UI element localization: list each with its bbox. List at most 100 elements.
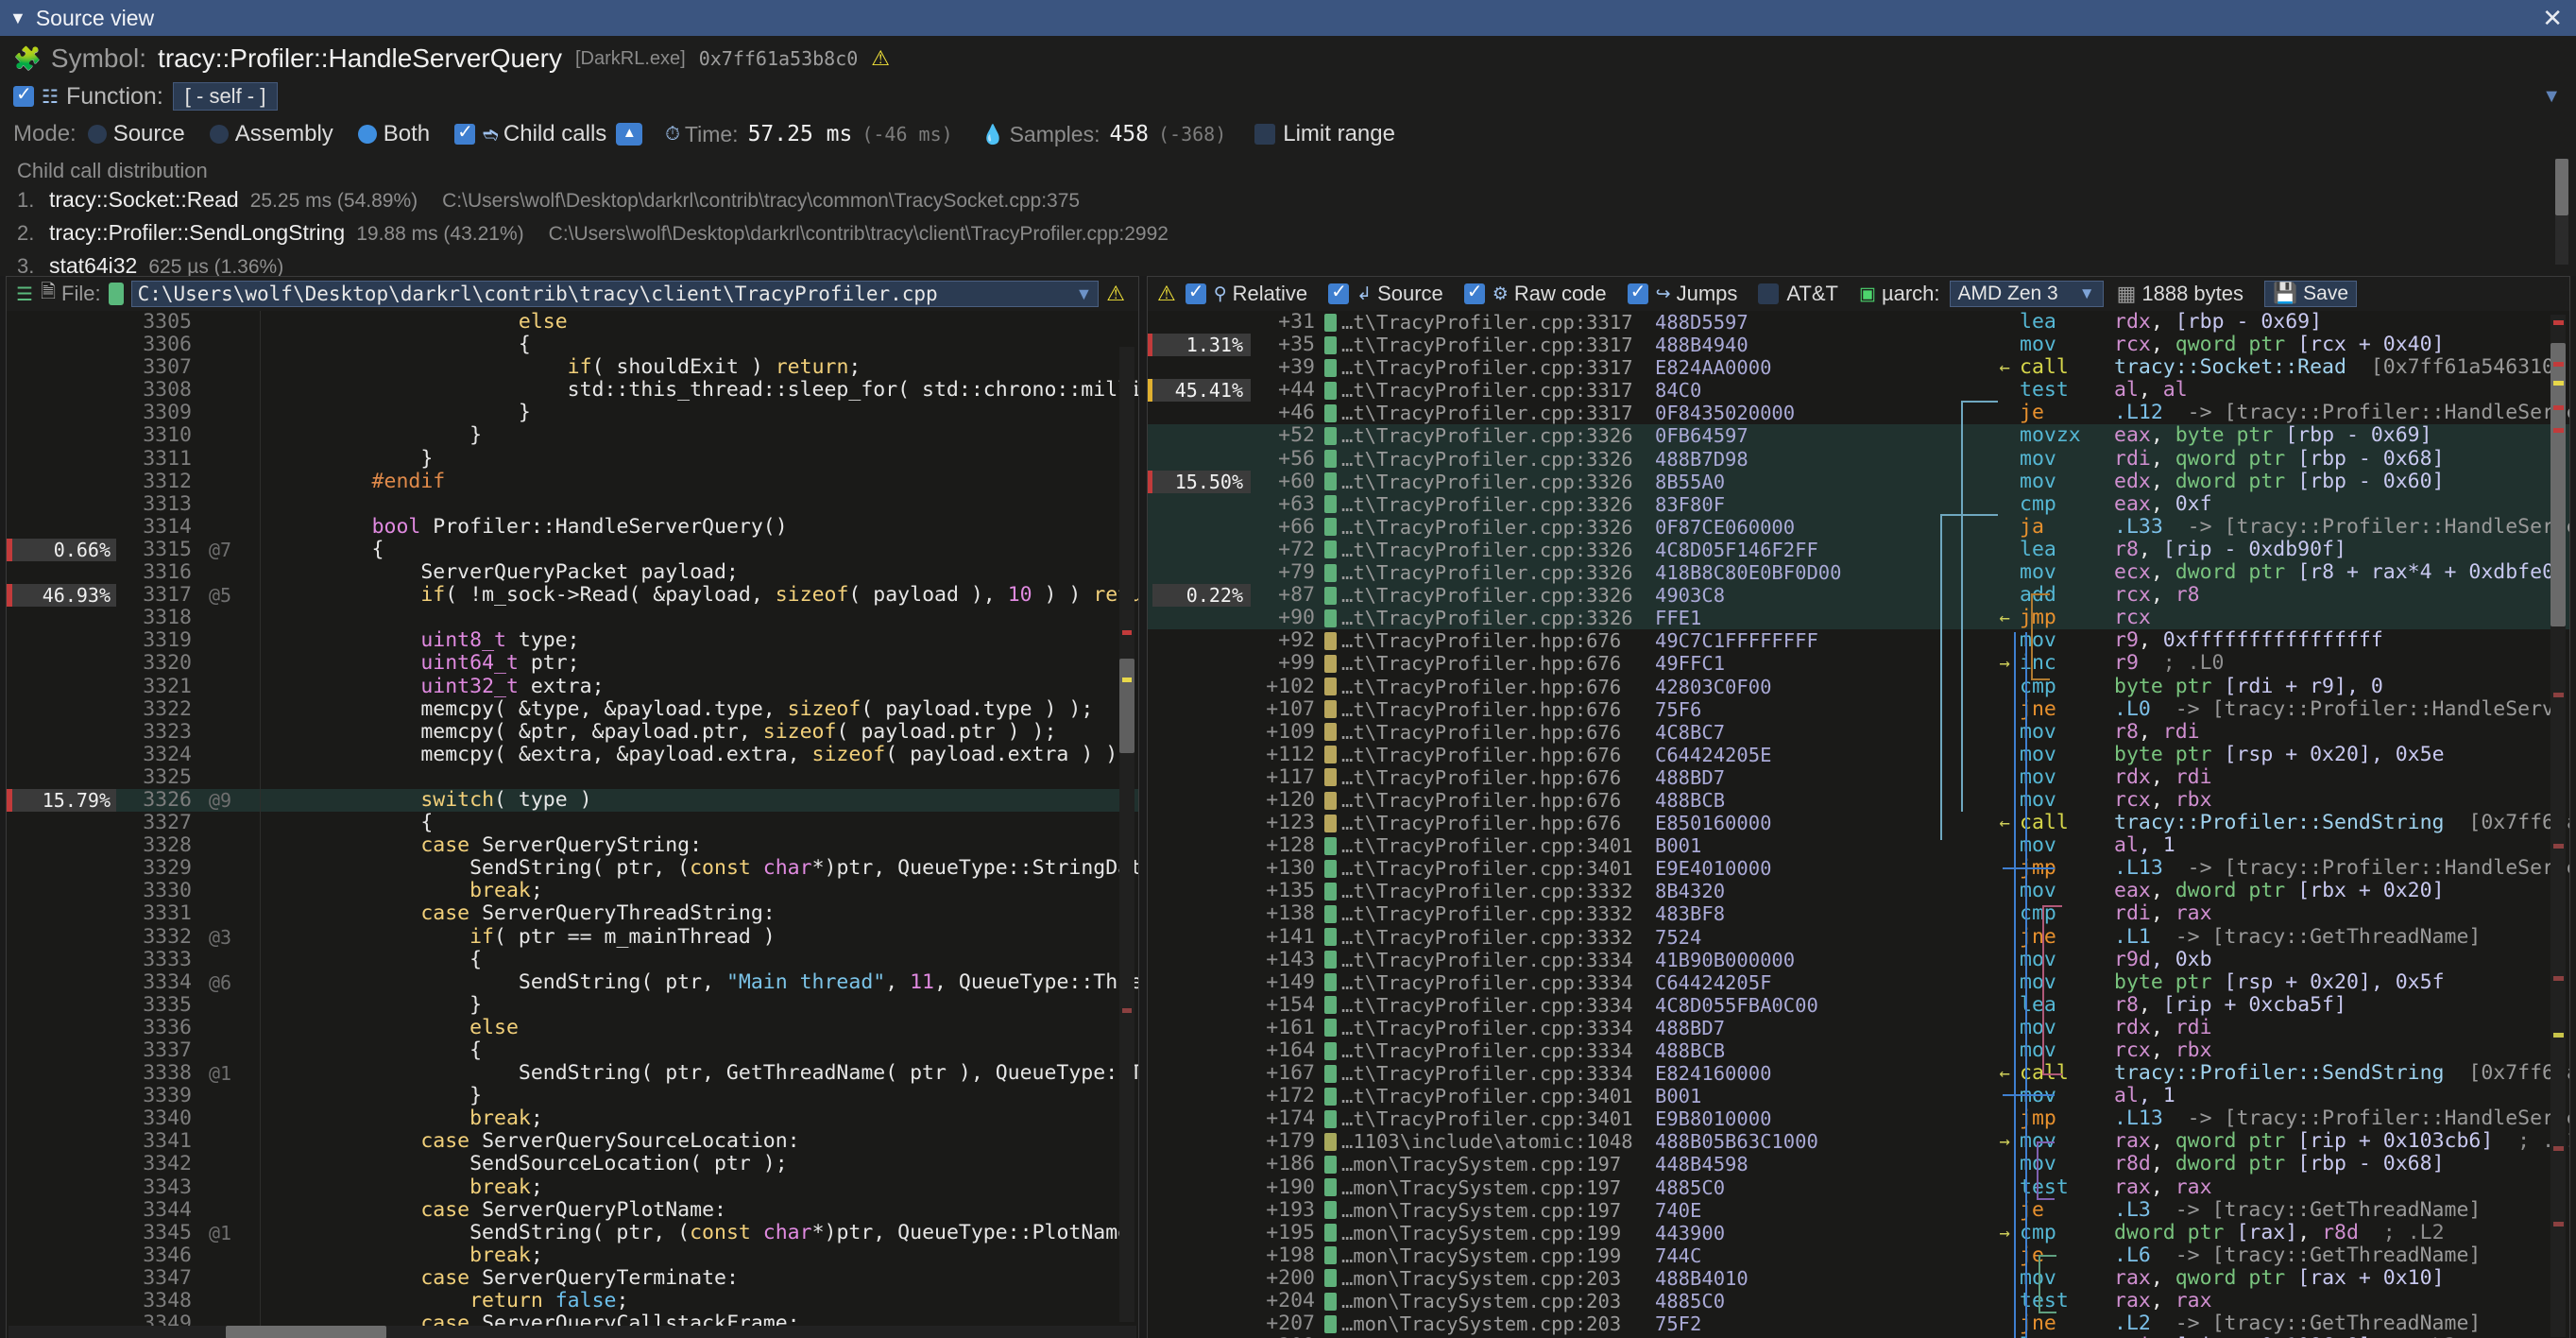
asm-line-location[interactable]: …t\TracyProfiler.hpp:676 <box>1341 765 1622 789</box>
source-line[interactable]: 3307 if( shouldExit ) return; <box>7 356 1138 380</box>
child-calls-checkbox[interactable] <box>454 120 476 145</box>
layers-icon[interactable]: ☰ <box>16 283 33 305</box>
asm-line-location[interactable]: …t\TracyProfiler.hpp:676 <box>1341 697 1622 721</box>
asm-line-location[interactable]: …1103\include\atomic:1048 <box>1341 1130 1633 1154</box>
function-value[interactable]: [ - self - ] <box>172 82 279 111</box>
asm-line-location[interactable]: …t\TracyProfiler.cpp:3326 <box>1341 515 1633 539</box>
assembly-line[interactable]: +161 …t\TracyProfiler.cpp:3334 488BD7 mov rd… <box>1148 1016 2569 1039</box>
asm-line-location[interactable]: …t\TracyProfiler.hpp:676 <box>1341 652 1622 676</box>
source-horizontal-scrollbar[interactable] <box>9 1326 1136 1338</box>
asm-line-location[interactable]: …mon\TracySystem.cpp:197 <box>1341 1175 1622 1199</box>
assembly-line[interactable]: +46 …t\TracyProfiler.cpp:3317 0F8435020000… <box>1148 402 2569 425</box>
source-line[interactable]: 3330 break; <box>7 880 1138 903</box>
asm-line-location[interactable]: …t\TracyProfiler.cpp:3317 <box>1341 334 1633 357</box>
asm-line-location[interactable]: …t\TracyProfiler.cpp:3317 <box>1341 311 1633 334</box>
asm-line-location[interactable]: …t\TracyProfiler.cpp:3326 <box>1341 492 1633 516</box>
source-line[interactable]: 3308 std::this_thread::sleep_for( std::c… <box>7 379 1138 403</box>
assembly-line[interactable]: +207 …mon\TracySystem.cpp:203 75F2 jne .L2 -… <box>1148 1312 2569 1336</box>
source-line[interactable]: 3332 @3 if( ptr == m_mainThread ) <box>7 925 1138 949</box>
assembly-line[interactable]: +130 …t\TracyProfiler.cpp:3401 E9E4010000 j… <box>1148 857 2569 881</box>
asm-line-location[interactable]: …mon\TracySystem.cpp:258 <box>1341 1335 1655 1338</box>
asm-line-location[interactable]: …mon\TracySystem.cpp:197 <box>1341 1153 1622 1176</box>
checkbox-checked[interactable] <box>1627 280 1648 304</box>
source-line[interactable]: 46.93% 3317 @5 if( !m_sock->Read( &payload… <box>7 584 1138 608</box>
mode-option-assembly[interactable]: Assembly <box>234 121 333 146</box>
radio-assembly[interactable] <box>209 125 229 144</box>
checkbox-unchecked[interactable] <box>1758 283 1780 304</box>
chevron-down-icon[interactable]: ▼ <box>1075 283 1093 303</box>
chevron-down-icon[interactable]: ▼ <box>2542 85 2561 107</box>
assembly-line[interactable]: +172 …t\TracyProfiler.cpp:3401 B001 mov al, … <box>1148 1085 2569 1108</box>
source-line[interactable]: 3319 uint8_t type; <box>7 629 1138 653</box>
asm-line-location[interactable]: …t\TracyProfiler.cpp:3401 <box>1341 857 1633 881</box>
asm-line-location[interactable]: …t\TracyProfiler.cpp:3326 <box>1341 561 1633 585</box>
source-line[interactable]: 3341 case ServerQuerySourceLocation: <box>7 1130 1138 1154</box>
source-line[interactable]: 3343 break; <box>7 1175 1138 1199</box>
source-line[interactable]: 3333 { <box>7 948 1138 971</box>
assembly-line[interactable]: +31 …t\TracyProfiler.cpp:3317 488D5597 lea r… <box>1148 311 2569 334</box>
assembly-line[interactable]: +186 …mon\TracySystem.cpp:197 448B4598 mov r… <box>1148 1153 2569 1176</box>
source-line[interactable]: 3306 { <box>7 333 1138 357</box>
limit-range-checkbox[interactable] <box>1254 124 1276 145</box>
asm-line-location[interactable]: …t\TracyProfiler.cpp:3401 <box>1341 1107 1633 1131</box>
asm-line-location[interactable]: …t\TracyProfiler.cpp:3317 <box>1341 402 1633 425</box>
warning-icon[interactable]: ⚠ <box>1157 282 1176 305</box>
assembly-line[interactable]: +193 …mon\TracySystem.cpp:197 740E je .L3 ->… <box>1148 1198 2569 1222</box>
file-path-field[interactable]: C:\Users\wolf\Desktop\darkrl\contrib\tra… <box>130 281 1100 307</box>
assembly-line[interactable]: +63 …t\TracyProfiler.cpp:3326 83F80F cmp eax… <box>1148 492 2569 516</box>
checkbox-checked[interactable] <box>1463 280 1485 304</box>
assembly-line[interactable]: +149 …t\TracyProfiler.cpp:3334 C64424205F m… <box>1148 970 2569 994</box>
assembly-line[interactable]: 15.50% +60 …t\TracyProfiler.cpp:3326 8B55A0… <box>1148 470 2569 493</box>
asm-line-location[interactable]: …mon\TracySystem.cpp:203 <box>1341 1312 1622 1336</box>
mode-option-both[interactable]: Both <box>383 121 431 146</box>
assembly-line[interactable]: +120 …t\TracyProfiler.hpp:676 488BCB mov rcx… <box>1148 788 2569 812</box>
asm-line-location[interactable]: …t\TracyProfiler.cpp:3332 <box>1341 902 1633 926</box>
chevron-down-icon[interactable]: ▼ <box>2078 284 2095 302</box>
asm-line-location[interactable]: …t\TracyProfiler.hpp:676 <box>1341 788 1622 812</box>
source-vertical-scrollbar[interactable] <box>1119 347 1134 1322</box>
assembly-line[interactable]: +39 …t\TracyProfiler.cpp:3317 E824AA0000 ← c… <box>1148 356 2569 380</box>
asm-line-location[interactable]: …t\TracyProfiler.cpp:3326 <box>1341 607 1633 630</box>
assembly-line[interactable]: +112 …t\TracyProfiler.hpp:676 C64424205E mo… <box>1148 743 2569 766</box>
assembly-line[interactable]: +99 …t\TracyProfiler.hpp:676 49FFC1 → inc r9 … <box>1148 652 2569 676</box>
asm-toolbar-item-raw-code[interactable]: ⚙Raw code <box>1463 280 1607 306</box>
source-line[interactable]: 3336 else <box>7 1016 1138 1039</box>
source-code-area[interactable]: 3305 else 3306 {3307 if( shouldExit ) ret… <box>7 311 1138 1338</box>
source-line[interactable]: 3316 ServerQueryPacket payload; <box>7 560 1138 585</box>
source-line[interactable]: 3310 } <box>7 424 1138 448</box>
assembly-line[interactable]: +102 …t\TracyProfiler.hpp:676 42803C0F00 cm… <box>1148 675 2569 698</box>
source-line[interactable]: 3329 SendString( ptr, (const char*)ptr, … <box>7 857 1138 881</box>
assembly-line[interactable]: +128 …t\TracyProfiler.cpp:3401 B001 mov al, … <box>1148 834 2569 858</box>
asm-line-location[interactable]: …t\TracyProfiler.cpp:3334 <box>1341 993 1633 1017</box>
child-call-row[interactable]: 3. stat64i32 625 µs (1.36%) <box>17 253 2576 276</box>
checkbox-checked[interactable] <box>1328 280 1350 304</box>
source-line[interactable]: 3337 { <box>7 1038 1138 1063</box>
asm-line-location[interactable]: …t\TracyProfiler.hpp:676 <box>1341 743 1622 766</box>
source-line[interactable]: 3311 } <box>7 447 1138 471</box>
source-line[interactable]: 3313 <box>7 492 1138 516</box>
checkbox-checked[interactable] <box>1185 280 1206 304</box>
source-line[interactable]: 15.79% 3326 @9 switch( type ) <box>7 788 1138 813</box>
asm-toolbar-item-at-t[interactable]: AT&T <box>1758 282 1838 306</box>
assembly-line[interactable]: 0.22% +87 …t\TracyProfiler.cpp:3326 4903C8 a… <box>1148 584 2569 608</box>
asm-line-location[interactable]: …mon\TracySystem.cpp:203 <box>1341 1290 1622 1313</box>
source-line[interactable]: 3327 { <box>7 811 1138 835</box>
assembly-line[interactable]: +109 …t\TracyProfiler.hpp:676 4C8BC7 mov r8,… <box>1148 720 2569 744</box>
radio-source[interactable] <box>87 125 107 144</box>
warning-icon[interactable]: ⚠ <box>1106 282 1125 305</box>
asm-toolbar-item-jumps[interactable]: ↪Jumps <box>1627 280 1737 306</box>
source-line[interactable]: 3322 memcpy( &type, &payload.type, sizeo… <box>7 697 1138 721</box>
source-line[interactable]: 3339 } <box>7 1085 1138 1108</box>
assembly-line[interactable]: +141 …t\TracyProfiler.cpp:3332 7524 jne .L1 … <box>1148 925 2569 949</box>
mode-option-source[interactable]: Source <box>112 121 185 146</box>
source-line[interactable]: 3323 memcpy( &ptr, &payload.ptr, sizeof(… <box>7 720 1138 744</box>
source-line[interactable]: 3340 break; <box>7 1107 1138 1131</box>
assembly-line[interactable]: +66 …t\TracyProfiler.cpp:3326 0F87CE060000… <box>1148 515 2569 539</box>
asm-line-location[interactable]: …t\TracyProfiler.cpp:3317 <box>1341 356 1633 380</box>
child-call-name[interactable]: tracy::Profiler::SendLongString <box>49 220 346 245</box>
source-line[interactable]: 3305 else <box>7 311 1138 334</box>
source-line[interactable]: 3348 return false; <box>7 1289 1138 1313</box>
assembly-line[interactable]: +200 …mon\TracySystem.cpp:203 488B4010 mov r… <box>1148 1266 2569 1290</box>
asm-toolbar-item-relative[interactable]: ⚲Relative <box>1185 280 1307 306</box>
assembly-line[interactable]: +123 …t\TracyProfiler.hpp:676 E850160000 ← c… <box>1148 811 2569 834</box>
